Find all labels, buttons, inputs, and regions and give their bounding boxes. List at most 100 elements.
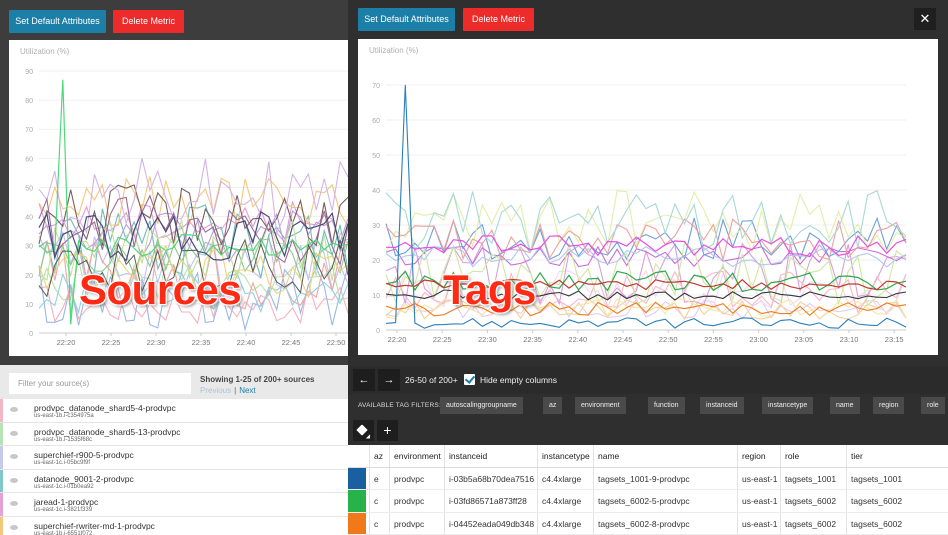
source-name: prodvpc_datanode_shard5-13-prodvpc	[34, 426, 181, 437]
source-pagination: Previous | Next	[200, 386, 256, 395]
source-list-item[interactable]: jaread-1-prodvpc us-east-1c.i-3821f339	[0, 493, 348, 517]
table-cell: i-03fd86571a873ff28	[444, 490, 537, 512]
table-cell: c4.4xlarge	[537, 512, 593, 534]
next-page-button[interactable]: →	[378, 369, 400, 391]
delete-metric-button[interactable]: Delete Metric	[463, 8, 534, 31]
table-row[interactable]: c prodvpc i-03fd86571a873ff28 c4.4xlarge tag…	[348, 490, 948, 513]
table-cell: c4.4xlarge	[537, 467, 593, 489]
series-line	[385, 245, 907, 268]
eye-icon[interactable]	[10, 524, 18, 530]
eye-icon[interactable]	[10, 430, 18, 436]
source-list-item[interactable]: prodvpc_datanode_shard5-13-prodvpc us-eas…	[0, 422, 348, 446]
eye-icon[interactable]	[10, 501, 18, 506]
source-name: superchief-r900-5-prodvpc	[34, 450, 134, 460]
delete-metric-button[interactable]: Delete Metric	[113, 10, 184, 33]
y-tick-label: 70	[372, 83, 380, 90]
table-cell: us-east-1	[737, 490, 780, 512]
column-header[interactable]: instanceid	[444, 445, 537, 467]
source-list-item[interactable]: superchief-r900-5-prodvpc us-east-1c.i-05…	[0, 446, 348, 470]
column-header[interactable]: name	[593, 445, 737, 467]
x-tick-label: 22:55	[704, 335, 723, 344]
sources-overlay-label: Sources	[79, 266, 242, 313]
source-list-item[interactable]: superchief-rwriter-md-1-prodvpc us-east-1…	[0, 516, 348, 535]
next-link[interactable]: Next	[239, 386, 256, 395]
column-header[interactable]: region	[737, 445, 780, 467]
tag-filter-chip[interactable]: instancetype	[762, 397, 814, 414]
sources-panel: Set Default Attributes Delete Metric Uti…	[0, 0, 348, 535]
source-instance: us-east-1c.i-01b0ea92	[34, 483, 94, 490]
series-line	[38, 194, 348, 267]
series-line	[385, 84, 907, 329]
table-cell: c4.4xlarge	[537, 490, 593, 512]
x-tick-label: 23:00	[749, 335, 768, 344]
source-color-bar	[0, 516, 3, 535]
tag-filter-chip[interactable]: az	[543, 397, 563, 414]
source-color-bar	[0, 493, 3, 516]
table-cell: prodvpc	[389, 467, 444, 489]
x-tick-label: 22:25	[433, 335, 452, 344]
table-cell: tagsets_6002	[780, 512, 846, 534]
table-cell: tagsets_6002	[846, 490, 948, 512]
y-tick-label: 0	[376, 328, 380, 335]
table-row[interactable]: c prodvpc i-04452eada049db348 c4.4xlarge tag…	[348, 512, 948, 535]
table-cell: tagsets_1001	[780, 467, 846, 489]
tag-filter-chip[interactable]: instanceid	[700, 397, 744, 414]
table-cell: tagsets_1001-9-prodvpc	[593, 467, 737, 489]
table-cell: i-04452eada049db348	[444, 512, 537, 534]
column-header[interactable]: instancetype	[537, 445, 593, 467]
source-list-item[interactable]: datanode_9001-2-prodvpc us-east-1c.i-01b0…	[0, 469, 348, 493]
x-tick-label: 22:50	[327, 338, 346, 347]
tag-filter-chip[interactable]: role	[921, 397, 945, 414]
series-line	[385, 241, 907, 307]
page-range: 26-50 of 200+	[405, 375, 458, 385]
table-cell: prodvpc	[389, 512, 444, 534]
source-color-bar	[0, 469, 3, 492]
column-header[interactable]: tier	[846, 445, 948, 467]
series-line	[38, 79, 348, 325]
column-header[interactable]: environment	[389, 445, 444, 467]
column-header[interactable]: role	[780, 445, 846, 467]
eye-icon[interactable]	[10, 407, 18, 412]
prev-page-button[interactable]: ←	[353, 369, 375, 391]
eye-icon[interactable]	[10, 477, 18, 483]
add-tag-button[interactable]: +	[377, 420, 398, 441]
showing-count: Showing 1-25 of 200+ sources	[200, 375, 315, 384]
y-tick-label: 10	[25, 302, 33, 309]
series-line	[38, 244, 348, 299]
set-default-attributes-button[interactable]: Set Default Attributes	[358, 8, 455, 31]
series-line	[385, 190, 907, 254]
tags-chart: Utilization (%) 0 10 20 30 40 50 60 70 22:20 22:2…	[358, 39, 938, 355]
y-tick-label: 10	[372, 293, 380, 300]
tag-filter-chip[interactable]: environment	[575, 397, 626, 414]
column-header[interactable]: az	[369, 445, 389, 467]
chart-title: Utilization (%)	[20, 47, 70, 56]
series-line	[38, 210, 348, 262]
tag-filter-chip[interactable]: region	[873, 397, 905, 414]
eye-icon[interactable]	[10, 454, 18, 459]
tags-overlay-label: Tags	[443, 266, 536, 313]
tag-filter-chip[interactable]: name	[830, 397, 860, 414]
close-button[interactable]: ✕	[914, 8, 936, 30]
table-cell: c	[369, 512, 389, 534]
series-line	[385, 218, 907, 262]
source-name: datanode_9001-2-prodvpc	[34, 473, 134, 484]
y-tick-label: 50	[372, 153, 380, 160]
x-tick-label: 22:20	[388, 335, 407, 344]
previous-link[interactable]: Previous	[200, 386, 232, 395]
set-default-attributes-button[interactable]: Set Default Attributes	[9, 10, 106, 33]
hide-empty-checkbox[interactable]	[464, 374, 475, 385]
x-tick-label: 22:50	[659, 335, 678, 344]
table-cell: tagsets_6002	[846, 512, 948, 534]
sources-chart: Utilization (%) 0 10 20 30 40 50 60 70 80 90 22:20…	[9, 40, 348, 356]
row-color-swatch	[348, 512, 366, 534]
table-row[interactable]: e prodvpc i-03b5a68b70dea7516 c4.4xlarge tag…	[348, 467, 948, 490]
source-filter-input[interactable]: Filter your source(s)	[9, 373, 191, 394]
table-cell: tagsets_1001	[846, 467, 948, 489]
tag-filter-chip[interactable]: autoscalinggroupname	[440, 397, 523, 414]
source-list-item[interactable]: prodvpc_datanode_shard5-4-prodvpc us-east…	[0, 399, 348, 423]
tag-menu-button[interactable]	[353, 420, 374, 441]
x-tick-label: 22:35	[523, 335, 542, 344]
pagination-separator: |	[234, 386, 237, 395]
table-cell: e	[369, 467, 389, 489]
tag-filter-chip[interactable]: function	[648, 397, 685, 414]
